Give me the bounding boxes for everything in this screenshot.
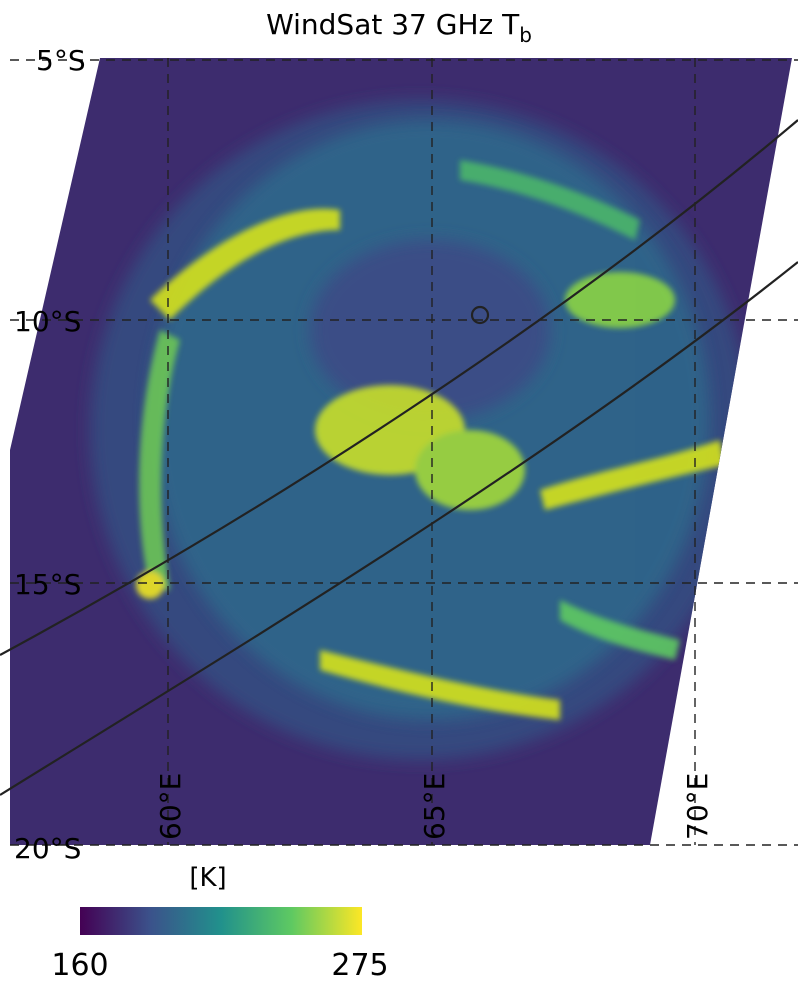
lon-label: 60°E: [154, 773, 187, 840]
colorbar-max: 275: [331, 948, 388, 981]
title: WindSat 37 GHz Tb: [266, 8, 532, 47]
title-subscript: b: [519, 23, 532, 47]
lat-label: 20°S: [14, 832, 81, 865]
colorbar-min: 160: [51, 948, 108, 981]
map-figure: WindSat 37 GHz Tb 5°S 10: [0, 0, 798, 981]
colorbar: [80, 907, 362, 935]
brightness-temperature-swath: [0, 50, 798, 850]
title-text: WindSat 37 GHz T: [266, 8, 520, 41]
lon-label: 70°E: [681, 773, 714, 840]
lat-label: 5°S: [36, 44, 86, 77]
lat-label: 10°S: [14, 305, 81, 338]
lat-label: 15°S: [14, 568, 81, 601]
lon-label: 65°E: [418, 773, 451, 840]
colorbar-label: [K]: [189, 863, 226, 893]
